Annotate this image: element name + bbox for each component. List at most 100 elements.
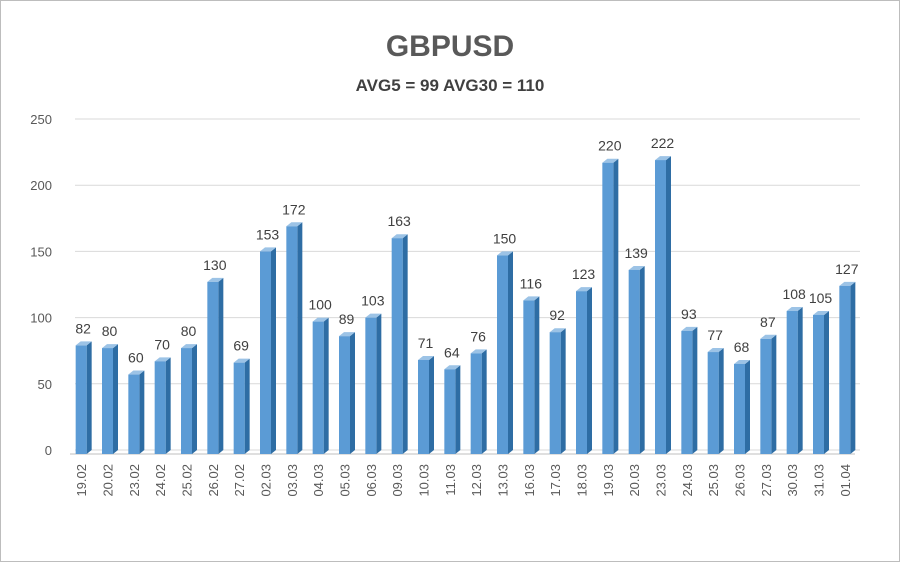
bar-front — [734, 363, 745, 454]
y-tick-label: 200 — [30, 178, 52, 193]
x-tick-label: 04.03 — [311, 464, 326, 497]
data-label: 68 — [734, 339, 750, 355]
bar-front — [418, 359, 429, 454]
x-tick-label: 10.03 — [417, 464, 432, 497]
y-tick-label: 100 — [30, 311, 52, 326]
bar — [707, 348, 724, 454]
bar-front — [102, 348, 113, 454]
bar — [523, 296, 540, 454]
bar-side — [429, 355, 434, 454]
bar — [655, 156, 671, 454]
bar — [602, 158, 619, 454]
data-label: 172 — [282, 201, 306, 217]
data-label: 123 — [572, 266, 596, 282]
bar — [576, 287, 592, 454]
bar — [839, 281, 856, 454]
bar-side — [824, 310, 829, 454]
bar-side — [560, 328, 566, 454]
data-label: 127 — [835, 261, 859, 277]
data-label: 82 — [75, 320, 91, 336]
bar — [681, 326, 698, 454]
bar — [312, 317, 329, 454]
bar-top — [233, 358, 250, 363]
bar-front — [391, 238, 403, 454]
y-tick-label: 0 — [45, 443, 52, 458]
bar — [628, 265, 645, 454]
x-tick-label: 25.03 — [706, 464, 721, 497]
bar-top — [128, 370, 145, 375]
bar-front — [312, 321, 324, 454]
bar-top — [707, 348, 724, 353]
data-label: 100 — [308, 297, 332, 313]
bar-side — [297, 222, 303, 454]
data-label: 87 — [760, 314, 776, 330]
bar — [470, 349, 487, 454]
bar-top — [523, 296, 540, 301]
x-tick-label: 20.03 — [627, 464, 642, 497]
data-label: 64 — [444, 344, 460, 360]
bar — [128, 370, 145, 454]
x-axis: 19.02 20.02 23.02 24.02 25.02 26.02 27.02 02.03… — [74, 464, 853, 497]
bar — [734, 359, 750, 454]
x-tick-label: 30.03 — [785, 464, 800, 497]
data-label: 71 — [418, 335, 434, 351]
bar-top — [181, 344, 197, 349]
bar-side — [376, 313, 382, 454]
bar — [418, 355, 434, 454]
x-tick-label: 17.03 — [548, 464, 563, 497]
bar-side — [86, 341, 92, 454]
x-tick-label: 23.02 — [127, 464, 142, 497]
bar — [813, 310, 829, 454]
data-label: 80 — [102, 323, 118, 339]
bar-front — [233, 362, 245, 454]
bar-top — [628, 265, 645, 270]
bar-front — [181, 348, 192, 454]
bar-front — [75, 345, 87, 454]
bar-front — [154, 361, 166, 454]
bar — [786, 307, 803, 454]
x-tick-label: 18.03 — [575, 464, 590, 497]
bar-front — [207, 281, 219, 454]
bar-front — [786, 311, 798, 454]
bar-top — [102, 344, 118, 349]
data-label: 70 — [154, 336, 170, 352]
bar-front — [628, 269, 640, 454]
bar — [760, 334, 777, 454]
bar-front — [260, 251, 271, 454]
bar — [391, 234, 408, 454]
bar-front — [286, 226, 298, 454]
bar-top — [391, 234, 408, 239]
data-label: 76 — [470, 328, 486, 344]
x-tick-label: 06.03 — [364, 464, 379, 497]
data-label: 103 — [361, 293, 385, 309]
x-tick-label: 13.03 — [496, 464, 511, 497]
bar — [207, 277, 224, 454]
bar-side — [639, 265, 645, 454]
bar-top — [75, 341, 92, 346]
data-label: 150 — [493, 230, 517, 246]
bar — [181, 344, 197, 454]
x-tick-label: 26.03 — [733, 464, 748, 497]
bar-front — [128, 374, 140, 454]
x-tick-label: 01.04 — [838, 464, 853, 497]
bar-side — [508, 251, 513, 454]
x-tick-label: 27.02 — [232, 464, 247, 497]
bar-top — [655, 156, 671, 161]
bar-front — [655, 160, 666, 454]
bar-front — [365, 317, 377, 454]
bar — [154, 357, 171, 454]
bar-side — [534, 296, 540, 454]
bar-top — [734, 359, 750, 364]
data-label: 60 — [128, 350, 144, 366]
bar — [233, 358, 250, 454]
x-tick-label: 20.02 — [101, 464, 116, 497]
data-label: 139 — [624, 245, 648, 261]
data-label: 116 — [520, 275, 543, 291]
bar-front — [497, 255, 508, 454]
bar-top — [207, 277, 224, 282]
bar — [260, 247, 276, 454]
data-label: 130 — [203, 257, 227, 273]
bar-side — [455, 365, 461, 454]
bar-front — [523, 300, 535, 454]
